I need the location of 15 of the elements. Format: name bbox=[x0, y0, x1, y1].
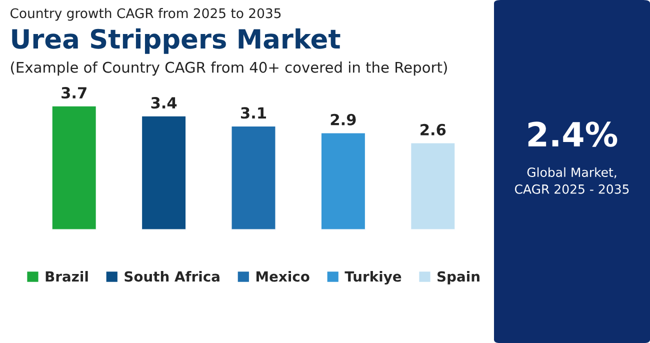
data-label: 2.6 bbox=[420, 124, 446, 136]
text: Global Market, CAGR 2025 - 2035 bbox=[514, 167, 629, 194]
chart-subtitle: (Example of Country CAGR from 40+ covered in the Report) bbox=[11, 62, 447, 76]
data-label: 3.1 bbox=[240, 107, 266, 119]
text: 2.4% bbox=[528, 122, 618, 147]
legend-label: South Africa bbox=[124, 270, 220, 282]
legend-label: Spain bbox=[438, 270, 480, 284]
data-label: 3.4 bbox=[151, 97, 177, 109]
text: Country growth CAGR from 2025 to 2035 bbox=[10, 8, 281, 21]
legend-label: Mexico bbox=[256, 270, 310, 282]
legend-label: Turkiye bbox=[344, 270, 402, 285]
data-label: 3.7 bbox=[62, 86, 86, 99]
legend-label: Brazil bbox=[46, 270, 88, 282]
chart-title: Urea Strippers Market bbox=[12, 28, 340, 54]
data-label: 2.9 bbox=[330, 114, 356, 126]
